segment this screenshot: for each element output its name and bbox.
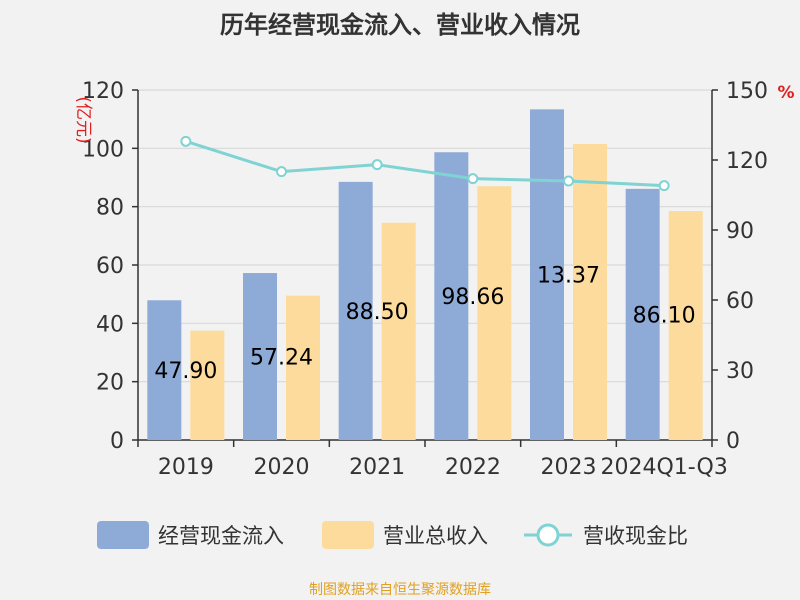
legend-swatch-revenue	[322, 521, 374, 549]
bar-cash-inflow	[338, 181, 373, 441]
data-label-cash-inflow: 98.66	[441, 285, 504, 310]
x-tick-label: 2023	[541, 455, 597, 480]
bar-cash-inflow	[243, 273, 277, 440]
y-right-tick-label: 60	[726, 289, 754, 314]
y-left-tick-label: 120	[82, 79, 124, 104]
legend-label-ratio: 营收现金比	[583, 524, 688, 548]
bar-cash-inflow	[530, 109, 564, 441]
y-right-tick-label: 30	[726, 359, 754, 384]
data-label-cash-inflow: 86.10	[633, 303, 696, 328]
y-left-tick-label: 40	[96, 312, 124, 337]
legend: 经营现金流入 营业总收入 营收现金比	[97, 521, 688, 549]
x-tick-label: 2022	[445, 455, 501, 480]
bar-revenue	[286, 295, 320, 440]
y-right-tick-label: 0	[726, 429, 740, 454]
ratio-line-path	[185, 139, 665, 188]
y-left-tick-label: 100	[82, 137, 124, 162]
data-label-cash-inflow: 47.90	[154, 359, 217, 384]
data-label-cash-inflow: 13.37	[537, 264, 600, 289]
ratio-point	[276, 166, 287, 178]
ratio-point	[658, 180, 670, 192]
bar-cash-inflow	[434, 152, 469, 440]
ratio-line	[180, 135, 670, 192]
x-tick-label: 2020	[254, 455, 310, 480]
ratio-point	[563, 175, 574, 187]
x-tick-label: 2021	[349, 455, 405, 480]
bars	[147, 109, 703, 441]
legend-swatch-cash-inflow	[97, 521, 149, 549]
x-tick-label: 2024Q1-Q3	[600, 455, 727, 480]
y-left-tick-label: 60	[96, 254, 124, 279]
bar-revenue	[668, 211, 703, 440]
bar-revenue	[190, 330, 225, 440]
x-tick-label: 2019	[158, 455, 214, 480]
y-left-tick-label: 80	[96, 196, 124, 221]
legend-label-revenue: 营业总收入	[383, 524, 488, 548]
axes: 0 20 40 60 80 100 120 0 30 60 90 120 150 2019 2020 2021…	[82, 79, 768, 480]
bar-cash-inflow	[147, 300, 182, 440]
chart-title: 历年经营现金流入、营业收入情况	[220, 11, 580, 39]
y-axis-right-label: %	[777, 83, 794, 103]
bar-cash-inflow	[625, 188, 660, 440]
data-label-cash-inflow: 88.50	[346, 300, 409, 325]
bar-revenue	[477, 186, 512, 440]
y-left-tick-label: 0	[110, 429, 124, 454]
y-left-tick-label: 20	[96, 371, 124, 396]
y-right-tick-label: 90	[726, 219, 754, 244]
legend-label-cash-inflow: 经营现金流入	[158, 524, 284, 548]
bar-revenue	[573, 143, 607, 441]
y-right-tick-label: 120	[726, 149, 768, 174]
ratio-point	[371, 159, 383, 171]
ratio-point	[467, 173, 479, 185]
data-label-cash-inflow: 57.24	[250, 346, 313, 371]
data-labels: 47.90 57.24 88.50 98.66 13.37 86.10	[154, 264, 695, 384]
source-note: 制图数据来自恒生聚源数据库	[309, 582, 491, 598]
y-axis-left-label: (亿元)	[73, 96, 93, 143]
legend-marker-ratio	[536, 523, 560, 547]
bar-revenue	[381, 222, 416, 440]
ratio-point	[180, 135, 192, 147]
y-right-tick-label: 150	[726, 79, 768, 104]
